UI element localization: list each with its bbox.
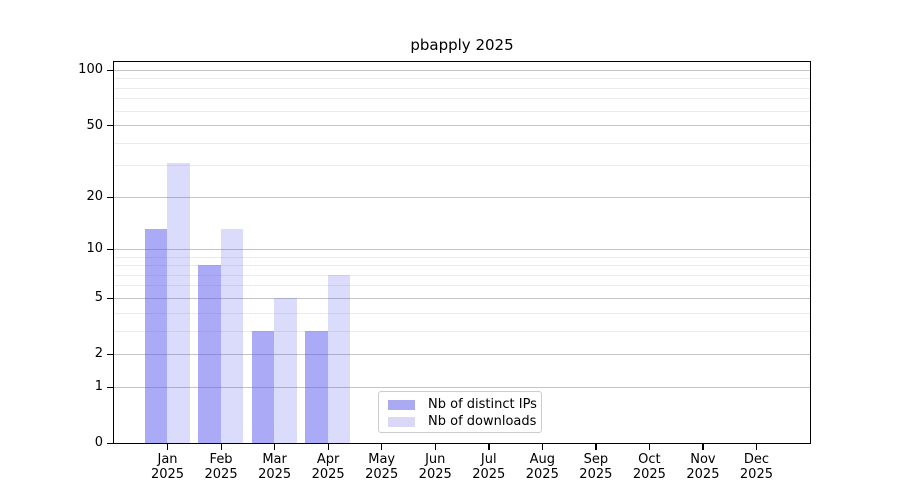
- y-tick-50: [107, 125, 113, 127]
- gridline-minor-7: [113, 274, 810, 276]
- y-tick-label-2: 2: [94, 346, 103, 362]
- chart-title: pbapply 2025: [410, 36, 514, 54]
- x-tick-dec: [755, 444, 758, 450]
- x-tick-label-jan: Jan 2025: [150, 452, 185, 482]
- x-tick-label-jun: Jun 2025: [418, 452, 452, 482]
- y-tick-label-50: 50: [86, 117, 103, 133]
- y-tick-1: [107, 386, 113, 388]
- gridline-minor-8: [113, 265, 810, 267]
- x-tick-jun: [434, 444, 437, 450]
- gridline-minor-70: [113, 98, 810, 100]
- y-tick-label-5: 5: [94, 290, 103, 306]
- bar-downloads-jan: [167, 162, 190, 443]
- x-tick-feb: [220, 444, 222, 450]
- x-tick-jul: [488, 444, 490, 450]
- x-tick-jan: [167, 444, 169, 450]
- x-tick-label-aug: Aug 2025: [525, 452, 559, 482]
- gridline-major-5: [113, 297, 810, 299]
- legend-label-distinct-ips: Nb of distinct IPs: [428, 397, 537, 412]
- x-tick-label-sep: Sep 2025: [579, 452, 613, 482]
- x-tick-mar: [274, 444, 276, 450]
- bar-distinct-ips-feb: [198, 265, 221, 443]
- legend-swatch-distinct-ips-icon: [388, 399, 415, 410]
- y-tick-5: [107, 297, 113, 300]
- x-tick-label-mar: Mar 2025: [258, 452, 292, 482]
- x-tick-oct: [648, 444, 651, 450]
- y-tick-label-0: 0: [94, 435, 103, 450]
- legend-swatch-downloads-icon: [388, 416, 415, 427]
- bar-downloads-feb: [220, 229, 244, 443]
- y-tick-label-100: 100: [78, 62, 103, 78]
- x-tick-label-may: May 2025: [365, 452, 399, 482]
- legend-label-downloads: Nb of downloads: [428, 414, 537, 429]
- gridline-major-20: [113, 196, 810, 198]
- y-tick-10: [107, 248, 113, 251]
- y-tick-0: [107, 442, 113, 444]
- x-tick-aug: [541, 444, 544, 450]
- gridline-minor-9: [113, 256, 810, 258]
- y-tick-label-10: 10: [86, 241, 103, 257]
- gridline-minor-3: [113, 330, 810, 332]
- gridline-major-1: [113, 386, 810, 388]
- gridline-major-2: [113, 353, 810, 355]
- gridline-major-100: [113, 69, 810, 71]
- x-tick-label-jul: Jul 2025: [472, 452, 506, 482]
- x-tick-label-feb: Feb 2025: [204, 452, 238, 482]
- gridline-minor-60: [113, 110, 810, 112]
- gridline-minor-80: [113, 87, 810, 89]
- y-tick-label-1: 1: [94, 379, 103, 395]
- y-tick-20: [107, 196, 113, 198]
- legend-item-downloads: Nb of downloads: [388, 413, 536, 430]
- y-tick-2: [107, 353, 113, 356]
- legend-item-distinct-ips: Nb of distinct IPs: [388, 396, 537, 413]
- gridline-minor-6: [113, 285, 810, 287]
- bar-downloads-apr: [327, 274, 351, 443]
- bar-distinct-ips-apr: [305, 330, 328, 443]
- x-tick-label-dec: Dec 2025: [739, 452, 773, 482]
- x-tick-sep: [595, 444, 597, 450]
- x-tick-nov: [702, 444, 704, 450]
- x-tick-label-oct: Oct 2025: [632, 452, 666, 482]
- gridline-minor-4: [113, 312, 810, 314]
- y-tick-label-20: 20: [86, 189, 103, 205]
- legend: Nb of distinct IPs Nb of downloads: [378, 391, 542, 433]
- plot-area: [112, 60, 811, 444]
- gridline-minor-90: [113, 78, 810, 80]
- bar-distinct-ips-jan: [144, 229, 168, 443]
- y-tick-100: [107, 69, 113, 72]
- gridline-minor-30: [113, 165, 810, 167]
- x-tick-label-nov: Nov 2025: [686, 452, 720, 482]
- x-tick-label-apr: Apr 2025: [311, 452, 345, 482]
- x-tick-may: [381, 444, 383, 450]
- bar-downloads-mar: [274, 297, 297, 443]
- gridline-major-50: [113, 125, 810, 127]
- bar-distinct-ips-mar: [251, 330, 275, 443]
- x-tick-apr: [327, 444, 329, 450]
- gridline-major-10: [113, 248, 810, 250]
- gridline-minor-40: [113, 142, 810, 144]
